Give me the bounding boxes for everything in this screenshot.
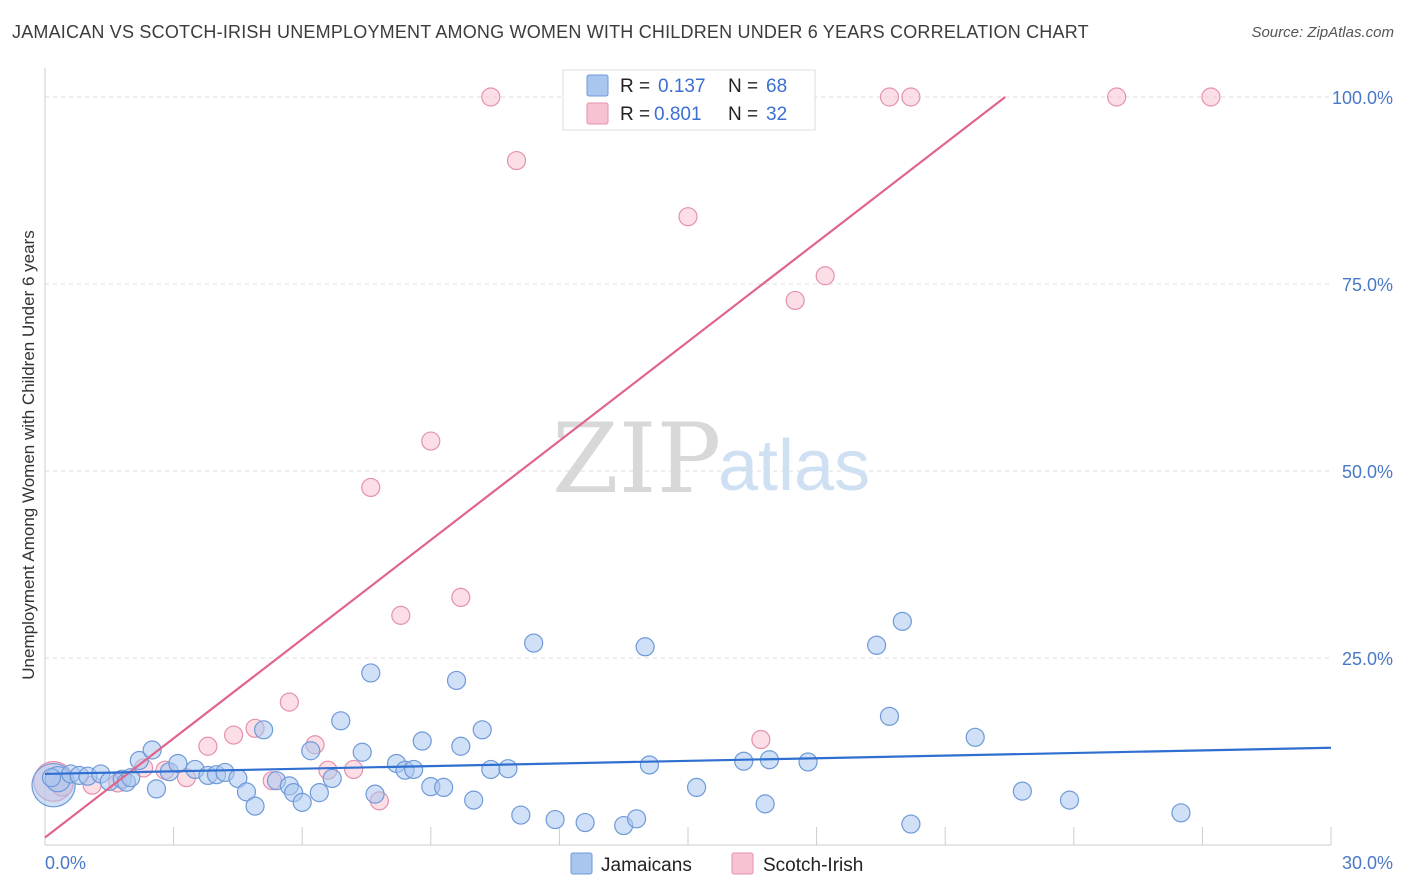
correlation-legend: R = 0.137 N = 68 R = 0.801 N = 32 bbox=[562, 69, 816, 131]
jamaican-point-51 bbox=[635, 637, 655, 657]
jamaican-point-42 bbox=[472, 720, 492, 740]
jamaican-point-20 bbox=[245, 796, 265, 816]
jamaican-point-9 bbox=[129, 750, 149, 771]
jamaican-point-25 bbox=[292, 792, 312, 812]
y-tick-label-2: 75.0% bbox=[1342, 275, 1393, 295]
jamaican-point-48 bbox=[575, 812, 595, 833]
scotch-irish-point-15 bbox=[361, 477, 381, 498]
jamaican-point-19 bbox=[236, 782, 257, 802]
legend-swatch-jamaicans bbox=[586, 74, 609, 97]
jamaican-point-41 bbox=[464, 790, 484, 810]
jamaican-point-58 bbox=[867, 635, 887, 655]
jamaican-point-11 bbox=[146, 779, 167, 799]
scotch-irish-point-27 bbox=[879, 87, 900, 107]
legend-r-value-1: 0.137 bbox=[658, 76, 706, 97]
jamaican-point-43 bbox=[481, 759, 501, 780]
jamaican-point-32 bbox=[365, 784, 385, 804]
scotch-irish-point-14 bbox=[344, 759, 364, 780]
scotch-irish-point-11 bbox=[279, 692, 299, 712]
series-legend: Jamaicans Scotch-Irish bbox=[570, 852, 863, 876]
jamaican-point-31 bbox=[361, 663, 381, 683]
watermark-zip: ZIP bbox=[552, 403, 721, 515]
bottom-legend-jamaicans: Jamaicans bbox=[601, 855, 692, 876]
legend-n-value-2: 32 bbox=[766, 104, 787, 125]
scotch-irish-point-17 bbox=[391, 605, 411, 625]
scotch-irish-point-21 bbox=[506, 150, 527, 171]
bottom-legend-swatch-scotch-irish bbox=[731, 852, 754, 875]
y-axis-label: Unemployment Among Women with Children U… bbox=[19, 230, 38, 679]
jamaican-point-29 bbox=[331, 711, 351, 731]
jamaican-point-57 bbox=[798, 752, 818, 772]
jamaican-point-39 bbox=[446, 670, 467, 691]
jamaican-points bbox=[31, 611, 1191, 836]
watermark-atlas: atlas bbox=[718, 426, 870, 506]
legend-r-value-2: 0.801 bbox=[654, 104, 702, 125]
scotch-irish-point-18 bbox=[421, 431, 441, 451]
x-tick-label-0: 0.0% bbox=[45, 853, 86, 873]
scotch-irish-point-30 bbox=[1107, 87, 1127, 107]
jamaican-point-10 bbox=[142, 740, 162, 760]
jamaican-point-63 bbox=[1012, 781, 1032, 801]
bottom-legend-swatch-jamaicans bbox=[570, 852, 593, 875]
jamaican-point-60 bbox=[892, 611, 912, 631]
jamaican-point-52 bbox=[639, 755, 660, 775]
legend-swatch-scotch-irish bbox=[586, 102, 609, 125]
y-tick-label-1: 50.0% bbox=[1342, 462, 1393, 482]
tick-labels: 25.0% 50.0% 75.0% 100.0% 0.0% 30.0% bbox=[45, 88, 1393, 873]
scotch-irish-point-28 bbox=[901, 87, 921, 107]
legend-n-label-2: N = bbox=[728, 104, 758, 125]
jamaican-point-44 bbox=[498, 759, 518, 779]
jamaican-point-13 bbox=[168, 753, 188, 774]
bottom-legend-scotch-irish: Scotch-Irish bbox=[763, 855, 863, 876]
source-label: Source: ZipAtlas.com bbox=[1251, 24, 1394, 41]
jamaican-point-21 bbox=[254, 720, 274, 740]
jamaican-point-36 bbox=[412, 731, 432, 751]
jamaican-point-35 bbox=[404, 759, 424, 780]
y-tick-label-0: 25.0% bbox=[1342, 649, 1393, 669]
scotch-irish-point-7 bbox=[198, 736, 218, 756]
x-tick-label-1: 30.0% bbox=[1342, 853, 1393, 873]
jamaican-point-54 bbox=[734, 751, 754, 771]
legend-r-label-1: R = bbox=[620, 76, 650, 97]
chart-title: JAMAICAN VS SCOTCH-IRISH UNEMPLOYMENT AM… bbox=[12, 22, 1089, 42]
jamaican-point-53 bbox=[686, 777, 707, 798]
trend-lines bbox=[44, 96, 1332, 839]
scotch-irish-point-19 bbox=[451, 587, 471, 608]
legend-n-label-1: N = bbox=[728, 76, 758, 97]
scotch-irish-point-8 bbox=[224, 725, 244, 745]
jamaican-point-47 bbox=[545, 809, 565, 830]
jamaican-point-27 bbox=[309, 783, 329, 803]
jamaican-point-50 bbox=[626, 809, 647, 829]
axes bbox=[44, 68, 1332, 846]
jamaican-point-62 bbox=[965, 727, 985, 747]
scotch-irish-point-31 bbox=[1201, 87, 1221, 107]
scotch-irish-trend-line bbox=[44, 96, 1006, 839]
legend-r-label-2: R = bbox=[620, 104, 650, 125]
scotch-irish-point-25 bbox=[785, 290, 805, 311]
jamaican-point-64 bbox=[1059, 790, 1080, 810]
jamaican-point-38 bbox=[434, 777, 454, 798]
jamaican-point-30 bbox=[352, 742, 372, 762]
y-tick-label-3: 100.0% bbox=[1332, 88, 1393, 108]
jamaican-point-59 bbox=[879, 706, 900, 726]
jamaican-point-26 bbox=[301, 741, 321, 761]
grid-lines bbox=[45, 96, 1331, 659]
jamaican-point-55 bbox=[755, 794, 775, 814]
jamaican-point-45 bbox=[511, 805, 531, 825]
legend-n-value-1: 68 bbox=[766, 76, 787, 97]
jamaican-point-66 bbox=[41, 768, 62, 788]
jamaican-point-65 bbox=[1171, 803, 1191, 823]
jamaican-point-28 bbox=[322, 768, 342, 789]
scotch-irish-point-23 bbox=[678, 207, 698, 227]
jamaican-point-61 bbox=[901, 814, 921, 834]
watermark: ZIP atlas bbox=[552, 403, 870, 515]
scotch-irish-point-26 bbox=[815, 266, 835, 286]
jamaican-point-46 bbox=[524, 633, 544, 653]
scotch-irish-point-29 bbox=[751, 729, 771, 750]
jamaican-trend-line bbox=[44, 746, 1332, 776]
jamaican-point-40 bbox=[451, 736, 471, 756]
scotch-irish-point-20 bbox=[481, 87, 501, 107]
